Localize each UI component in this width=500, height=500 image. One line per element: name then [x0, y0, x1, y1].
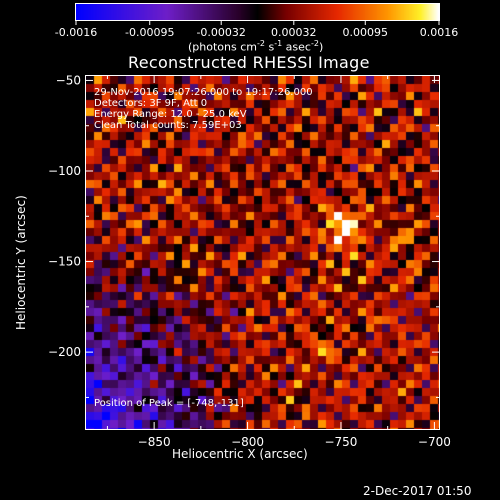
colorbar-tick-label: -0.00032 [196, 26, 245, 39]
colorbar-tick-label: -0.00095 [125, 26, 174, 39]
colorbar-tick-label: 0.00032 [271, 26, 317, 39]
plot-area: 29-Nov-2016 19:07:26.000 to 19:17:26.000… [85, 75, 440, 430]
chart-title: Reconstructed RHESSI Image [128, 53, 370, 72]
annotation-peak: Position of Peak = [-748,-131] [94, 398, 244, 409]
x-axis-label: Heliocentric X (arcsec) [172, 447, 308, 461]
heatmap-image [86, 76, 439, 429]
colorbar-axis: -0.0016 -0.00095 -0.00032 0.00032 0.00095 0.0… [55, 21, 459, 39]
colorbar-units-label: (photons cm-2 s-1 asec-2) [188, 39, 324, 54]
x-tick-label: −850 [138, 435, 171, 449]
timestamp: 2-Dec-2017 01:50 [363, 484, 472, 498]
annotation-time: 29-Nov-2016 19:07:26.000 to 19:17:26.000 [94, 87, 313, 98]
y-tick-label: −50 [56, 73, 81, 87]
x-tick-label: −750 [324, 435, 357, 449]
annotation-energy: Energy Range: 12.0 - 25.0 keV [94, 109, 247, 120]
colorbar-tick-label: -0.0016 [55, 26, 97, 39]
x-tick-label: −700 [418, 435, 451, 449]
annotation-detectors: Detectors: 3F 9F, Att 0 [94, 98, 208, 109]
x-tick-label: −800 [231, 435, 264, 449]
y-tick-label: −150 [48, 255, 81, 269]
colorbar-tick-label: 0.0016 [420, 26, 459, 39]
colorbar-tick-label: 0.00095 [343, 26, 389, 39]
y-tick-label: −100 [48, 164, 81, 178]
annotation-clean: Clean Total counts: 7.59E+03 [94, 120, 242, 131]
y-axis-label: Heliocentric Y (arcsec) [14, 195, 28, 330]
y-tick-label: −200 [48, 345, 81, 359]
colorbar [75, 3, 440, 21]
